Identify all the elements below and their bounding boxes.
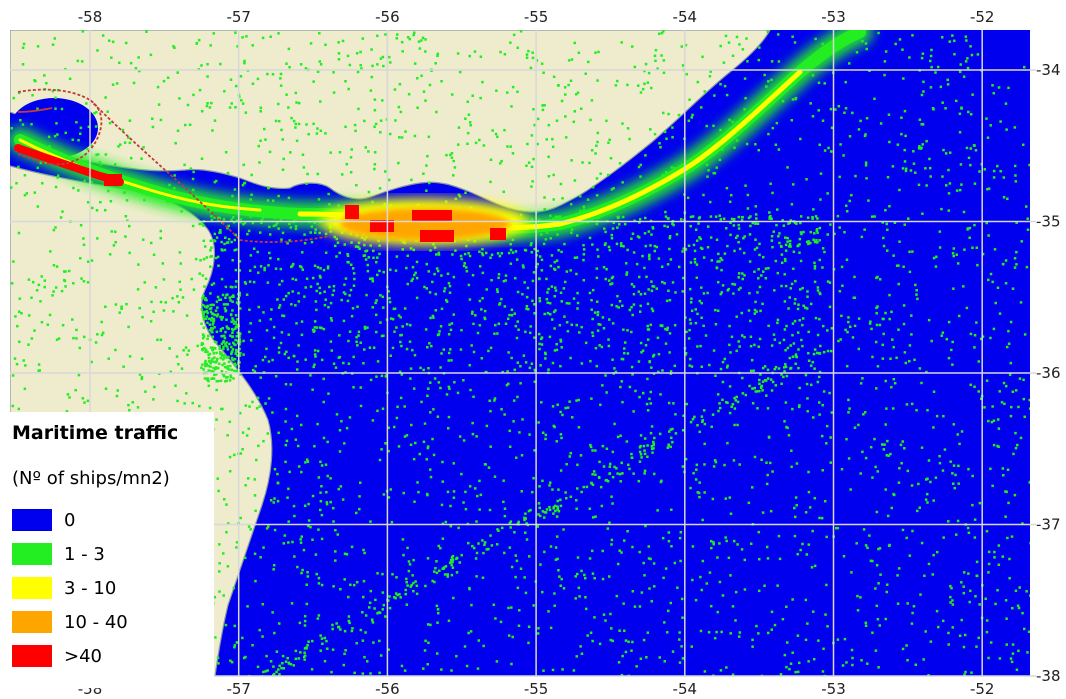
legend-swatch xyxy=(12,645,52,667)
longitude-tick-top: -55 xyxy=(524,8,549,26)
legend-swatch xyxy=(12,543,52,565)
longitude-tick-top: -58 xyxy=(78,8,103,26)
latitude-tick: -34 xyxy=(1036,61,1061,79)
shipping-lane-density xyxy=(10,30,873,246)
longitude-tick-bottom: -53 xyxy=(821,680,846,698)
legend-label: >40 xyxy=(64,645,102,667)
legend-swatch xyxy=(12,509,52,531)
legend-item: >40 xyxy=(12,642,102,670)
legend: Maritime traffic (Nº of ships/mn2) 0 1 - … xyxy=(0,412,214,688)
legend-subtitle: (Nº of ships/mn2) xyxy=(12,468,170,489)
longitude-labels-bottom: -58 -57 -56 -55 -54 -53 -52 xyxy=(78,680,995,698)
longitude-tick-top: -52 xyxy=(970,8,995,26)
legend-swatch xyxy=(12,577,52,599)
latitude-labels-right: -34 -35 -36 -37 -38 xyxy=(1036,61,1061,685)
legend-label: 10 - 40 xyxy=(64,611,128,633)
legend-item: 0 xyxy=(12,506,75,534)
legend-label: 3 - 10 xyxy=(64,577,117,599)
longitude-tick-bottom: -55 xyxy=(524,680,549,698)
longitude-tick-bottom: -54 xyxy=(673,680,698,698)
longitude-tick-bottom: -56 xyxy=(375,680,400,698)
legend-swatch xyxy=(12,611,52,633)
legend-label: 0 xyxy=(64,509,76,531)
north-coast-land xyxy=(10,30,771,213)
longitude-tick-bottom: -57 xyxy=(226,680,251,698)
longitude-tick-top: -56 xyxy=(375,8,400,26)
latitude-tick: -38 xyxy=(1036,667,1061,685)
longitude-tick-top: -54 xyxy=(673,8,698,26)
legend-item: 3 - 10 xyxy=(12,574,116,602)
latitude-tick: -37 xyxy=(1036,516,1061,534)
longitude-labels-top: -58 -57 -56 -55 -54 -53 -52 xyxy=(78,8,995,26)
longitude-tick-top: -57 xyxy=(226,8,251,26)
legend-item: 10 - 40 xyxy=(12,608,128,636)
longitude-tick-top: -53 xyxy=(821,8,846,26)
longitude-tick-bottom: -52 xyxy=(970,680,995,698)
latitude-tick: -36 xyxy=(1036,364,1061,382)
legend-item: 1 - 3 xyxy=(12,540,105,568)
latitude-tick: -35 xyxy=(1036,213,1061,231)
legend-title: Maritime traffic xyxy=(12,422,179,444)
legend-label: 1 - 3 xyxy=(64,543,105,565)
